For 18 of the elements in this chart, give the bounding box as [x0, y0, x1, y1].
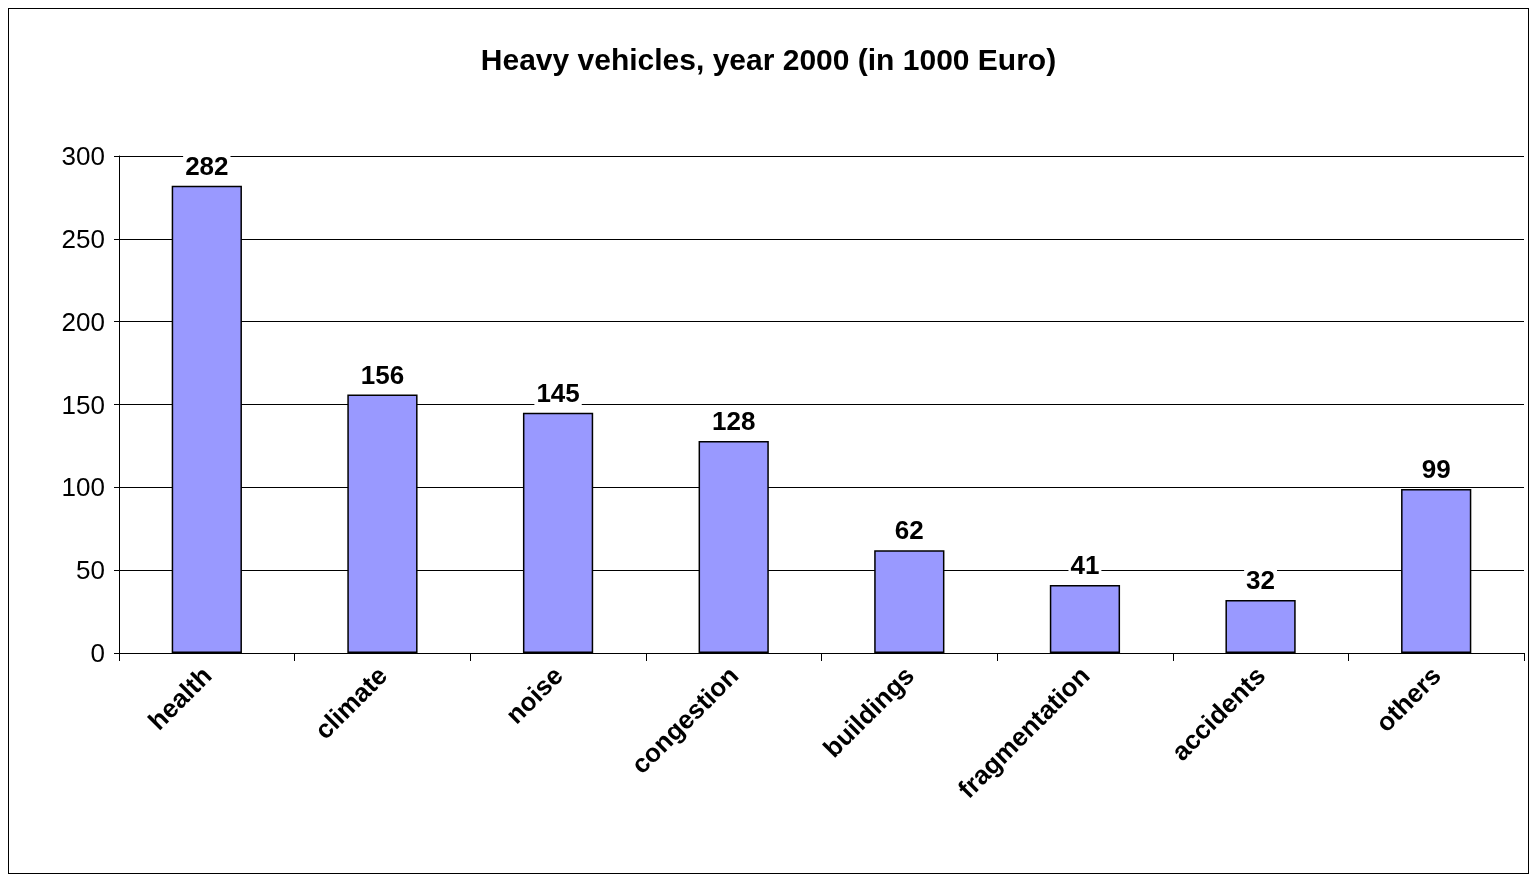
data-label: 282: [185, 150, 229, 181]
chart-title: Heavy vehicles, year 2000 (in 1000 Euro): [480, 42, 1057, 76]
data-label: 99: [1421, 453, 1451, 484]
data-label: 128: [711, 405, 756, 436]
y-tick-label: 300: [61, 141, 105, 171]
data-label: 156: [360, 359, 405, 390]
bar: [1225, 599, 1296, 653]
data-label: 145: [536, 377, 580, 408]
data-label: 41: [1070, 550, 1100, 581]
y-tick-label: 250: [61, 223, 105, 254]
data-label: 32: [1246, 564, 1276, 595]
y-tick-label: 200: [61, 306, 105, 337]
y-tick-label: 0: [90, 638, 105, 668]
y-tick-label: 50: [76, 555, 105, 586]
bar: [1049, 585, 1121, 653]
y-tick-label: 150: [61, 389, 105, 420]
data-label: 62: [894, 515, 924, 546]
y-tick-label: 100: [61, 472, 105, 503]
